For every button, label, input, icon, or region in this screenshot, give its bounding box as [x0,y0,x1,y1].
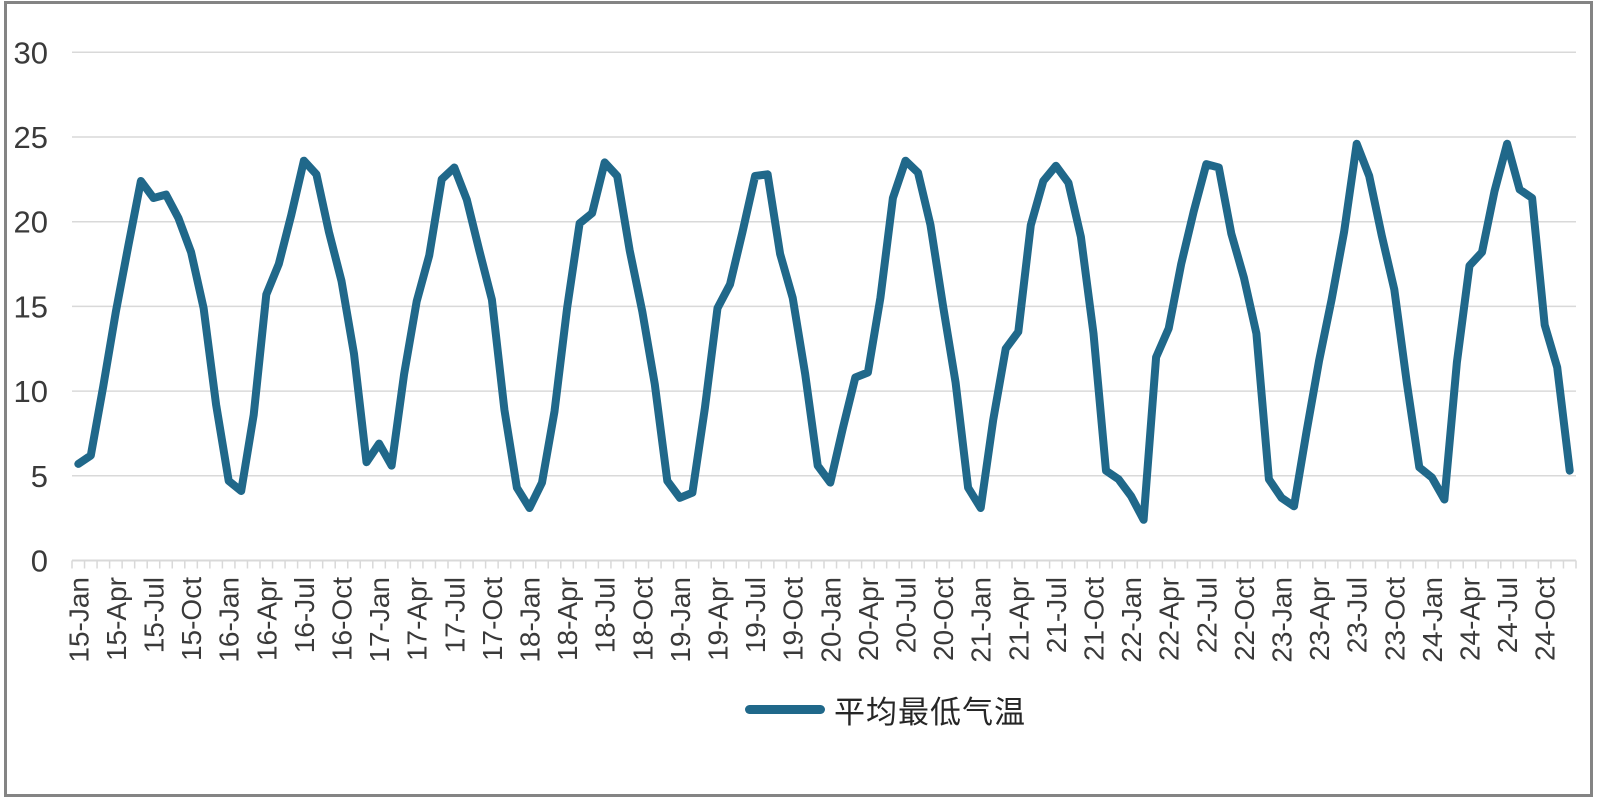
x-tick-label: 17-Jan [364,577,395,663]
x-tick-label: 19-Jan [665,577,696,663]
x-tick-marks [71,560,1577,569]
x-tick-label: 18-Oct [627,577,658,661]
x-tick-label: 17-Oct [477,577,508,661]
x-tick-label: 19-Oct [778,577,809,661]
y-tick-label: 30 [14,35,48,70]
x-tick-label: 21-Apr [1003,577,1034,661]
x-tick-label: 20-Jan [815,577,846,663]
x-tick-label: 15-Apr [101,577,132,661]
x-tick-label: 24-Jul [1492,577,1523,653]
x-tick-label: 20-Oct [928,577,959,661]
x-tick-label: 23-Jul [1342,577,1373,653]
y-tick-label: 0 [31,544,48,579]
chart-border [4,1,1593,797]
x-tick-label: 16-Jan [214,577,245,663]
x-tick-label: 16-Jul [289,577,320,653]
y-axis-labels: 0 5 10 15 20 25 30 [14,35,48,578]
x-tick-label: 15-Jan [63,577,94,663]
x-tick-label: 23-Apr [1304,577,1335,661]
x-tick-label: 22-Oct [1229,577,1260,661]
x-tick-label: 23-Jan [1266,577,1297,663]
x-tick-label: 23-Oct [1379,577,1410,661]
x-tick-label: 22-Jul [1191,577,1222,653]
legend-label: 平均最低气温 [834,694,1026,731]
x-tick-label: 18-Jan [514,577,545,663]
x-tick-label: 22-Apr [1154,577,1185,661]
x-tick-label: 18-Jul [590,577,621,653]
x-tick-label: 16-Oct [326,577,357,661]
x-tick-label: 18-Apr [552,577,583,661]
x-tick-label: 24-Oct [1530,577,1561,661]
x-tick-label: 20-Apr [853,577,884,661]
x-tick-label: 19-Apr [702,577,733,661]
x-tick-label: 22-Jan [1116,577,1147,663]
x-tick-label: 15-Oct [176,577,207,661]
legend: 平均最低气温 [745,690,1026,731]
x-tick-label: 17-Apr [402,577,433,661]
x-tick-label: 24-Apr [1454,577,1485,661]
x-axis-labels: 15-Jan 15-Apr 15-Jul 15-Oct 16-Jan 16-Apr 16-J… [63,577,1560,663]
y-tick-label: 25 [14,120,48,155]
x-tick-label: 15-Jul [138,577,169,653]
x-tick-label: 16-Apr [251,577,282,661]
series-line [74,139,1574,524]
x-tick-label: 24-Jan [1417,577,1448,663]
y-tick-label: 15 [14,289,48,324]
x-tick-label: 21-Jan [966,577,997,663]
x-tick-label: 17-Jul [439,577,470,653]
y-tick-label: 5 [31,459,48,494]
x-tick-label: 19-Jul [740,577,771,653]
x-tick-label: 21-Oct [1078,577,1109,661]
y-tick-label: 10 [14,374,48,409]
x-tick-label: 21-Jul [1041,577,1072,653]
legend-line-swatch [745,704,825,714]
y-gridlines [72,51,1576,562]
x-tick-label: 20-Jul [890,577,921,653]
y-tick-label: 20 [14,205,48,240]
average-min-temperature-line [74,139,1574,524]
